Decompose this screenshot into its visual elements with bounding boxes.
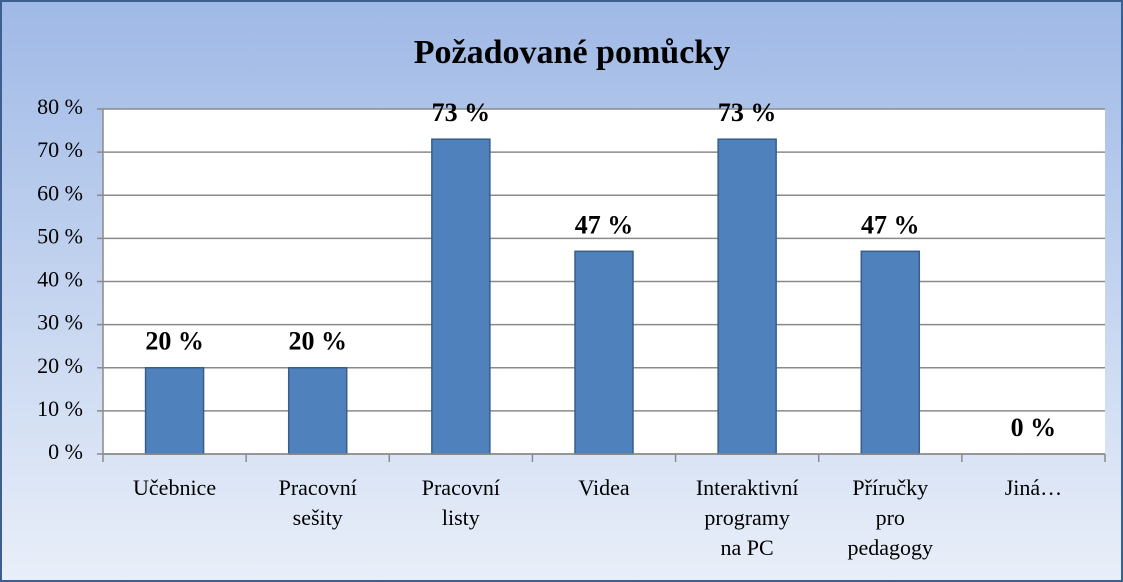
chart-title: Požadované pomůcky bbox=[414, 34, 730, 71]
y-tick-label: 30 % bbox=[37, 310, 83, 335]
x-tick-label: Příručky pro pedagogy bbox=[848, 475, 934, 560]
y-tick-label: 80 % bbox=[37, 94, 83, 119]
y-tick-label: 70 % bbox=[37, 137, 83, 162]
y-tick-label: 10 % bbox=[37, 396, 83, 421]
data-label: 0 % bbox=[1011, 413, 1057, 442]
x-tick-label: Interaktivní programy na PC bbox=[696, 475, 799, 560]
y-tick-label: 40 % bbox=[37, 267, 83, 292]
y-tick-label: 50 % bbox=[37, 223, 83, 248]
x-tick-label: Učebnice bbox=[133, 475, 216, 500]
data-label: 73 % bbox=[718, 98, 777, 127]
data-label: 20 % bbox=[145, 327, 204, 356]
data-label: 47 % bbox=[575, 210, 634, 239]
y-tick-label: 20 % bbox=[37, 353, 83, 378]
x-tick-label: Pracovní listy bbox=[422, 475, 500, 530]
bar bbox=[287, 367, 348, 455]
bar bbox=[574, 250, 634, 455]
x-tick-label: Pracovní sešity bbox=[279, 475, 357, 530]
y-tick-label: 0 % bbox=[48, 439, 83, 464]
bar bbox=[860, 250, 921, 455]
bar bbox=[144, 367, 205, 455]
y-tick-label: 60 % bbox=[37, 180, 83, 205]
data-label: 73 % bbox=[432, 98, 491, 127]
bar bbox=[717, 138, 777, 455]
bar bbox=[431, 138, 491, 455]
data-label: 47 % bbox=[861, 210, 920, 239]
data-label: 20 % bbox=[288, 327, 347, 356]
x-tick-label: Videa bbox=[578, 475, 629, 500]
x-tick-label: Jiná… bbox=[1005, 475, 1062, 500]
